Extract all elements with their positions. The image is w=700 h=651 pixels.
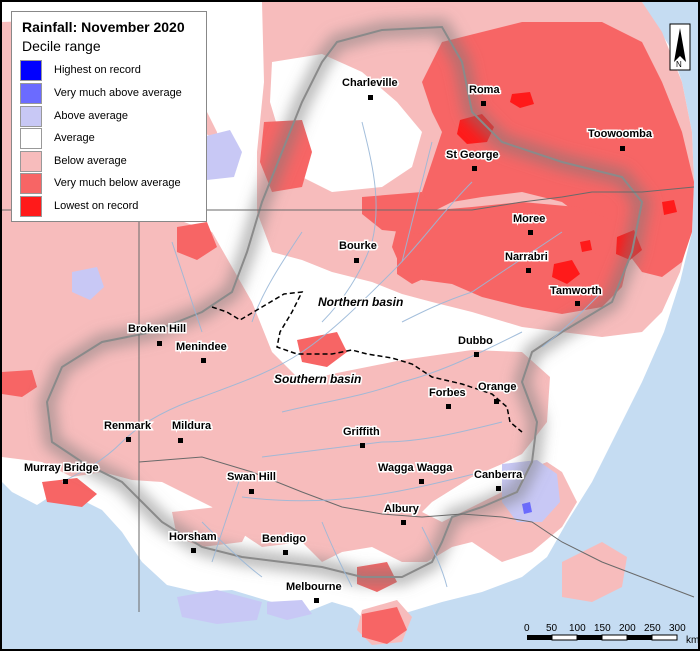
scale-bar: 0 50 100 150 200 250 300 km	[524, 623, 699, 646]
place-label-murray-bridge: Murray Bridge	[24, 462, 99, 474]
place-label-horsham: Horsham	[169, 531, 217, 543]
place-label-st-george: St George	[446, 149, 499, 161]
place-marker	[528, 230, 533, 235]
place-marker	[472, 166, 477, 171]
legend-swatch	[20, 196, 42, 217]
place-marker	[494, 399, 499, 404]
place-marker	[157, 341, 162, 346]
place-marker	[354, 258, 359, 263]
place-label-dubbo: Dubbo	[458, 335, 493, 347]
place-marker	[283, 550, 288, 555]
place-label-bendigo: Bendigo	[262, 533, 306, 545]
legend: Rainfall: November 2020 Decile range Hig…	[11, 11, 207, 222]
place-label-griffith: Griffith	[343, 426, 380, 438]
place-marker	[63, 479, 68, 484]
place-label-wagga-wagga: Wagga Wagga	[378, 462, 453, 474]
legend-item-very-much-below: Very much below average	[20, 173, 206, 195]
legend-label: Above average	[54, 110, 128, 122]
scale-tick-100: 100	[569, 623, 586, 634]
legend-swatch	[20, 151, 42, 172]
legend-label: Highest on record	[54, 64, 141, 76]
place-label-mildura: Mildura	[172, 420, 212, 432]
legend-item-above: Above average	[20, 106, 206, 128]
scale-tick-0: 0	[524, 623, 530, 634]
very-much-above-area	[522, 502, 532, 514]
place-marker	[178, 438, 183, 443]
legend-item-very-much-above: Very much above average	[20, 83, 206, 105]
legend-label: Very much below average	[54, 177, 181, 189]
rivers	[61, 121, 603, 588]
place-marker	[249, 489, 254, 494]
north-label: N	[676, 60, 682, 69]
legend-label: Below average	[54, 155, 127, 167]
place-marker	[474, 352, 479, 357]
legend-item-highest: Highest on record	[20, 60, 206, 82]
legend-label: Average	[54, 132, 95, 144]
place-label-tamworth: Tamworth	[550, 285, 602, 297]
north-arrow-icon: N	[669, 23, 691, 71]
legend-label: Very much above average	[54, 87, 182, 99]
place-label-melbourne: Melbourne	[286, 581, 342, 593]
legend-subtitle: Decile range	[22, 38, 101, 54]
state-boundaries	[2, 186, 695, 612]
places: Charleville Roma Toowoomba St George Mor…	[23, 76, 654, 603]
place-label-albury: Albury	[384, 503, 420, 515]
legend-item-average: Average	[20, 128, 206, 150]
southern-basin-label: Southern basin	[274, 372, 361, 386]
place-marker	[360, 443, 365, 448]
place-marker	[526, 268, 531, 273]
northern-basin-label: Northern basin	[318, 295, 403, 309]
legend-swatch	[20, 106, 42, 127]
legend-swatch	[20, 173, 42, 194]
place-label-moree: Moree	[513, 213, 545, 225]
legend-item-below: Below average	[20, 151, 206, 173]
scale-tick-300: 300	[669, 623, 686, 634]
place-marker	[191, 548, 196, 553]
scale-tick-50: 50	[546, 623, 558, 634]
legend-swatch	[20, 83, 42, 104]
scale-unit: km	[686, 635, 699, 646]
place-marker	[419, 479, 424, 484]
place-marker	[496, 486, 501, 491]
legend-label: Lowest on record	[54, 200, 139, 212]
place-marker	[368, 95, 373, 100]
scale-tick-150: 150	[594, 623, 611, 634]
place-label-roma: Roma	[469, 84, 500, 96]
place-label-toowoomba: Toowoomba	[588, 128, 653, 140]
place-marker	[481, 101, 486, 106]
place-label-swan-hill: Swan Hill	[227, 471, 276, 483]
place-marker	[126, 437, 131, 442]
legend-swatch	[20, 60, 42, 81]
place-label-broken-hill: Broken Hill	[128, 323, 186, 335]
place-marker	[575, 301, 580, 306]
place-label-renmark: Renmark	[104, 420, 152, 432]
scale-tick-250: 250	[644, 623, 661, 634]
place-marker	[620, 146, 625, 151]
basin-rim	[45, 25, 644, 578]
place-label-forbes: Forbes	[429, 387, 466, 399]
place-label-canberra: Canberra	[474, 469, 523, 481]
place-label-menindee: Menindee	[176, 341, 227, 353]
place-label-charleville: Charleville	[342, 77, 398, 89]
place-marker	[201, 358, 206, 363]
legend-title: Rainfall: November 2020	[22, 19, 185, 35]
basin-divider	[211, 291, 523, 433]
place-label-orange: Orange	[478, 381, 517, 393]
scale-tick-200: 200	[619, 623, 636, 634]
place-marker	[314, 598, 319, 603]
legend-swatch	[20, 128, 42, 149]
place-marker	[446, 404, 451, 409]
place-label-narrabri: Narrabri	[505, 251, 548, 263]
place-label-bourke: Bourke	[339, 240, 377, 252]
place-marker	[401, 520, 406, 525]
legend-item-lowest: Lowest on record	[20, 196, 206, 218]
